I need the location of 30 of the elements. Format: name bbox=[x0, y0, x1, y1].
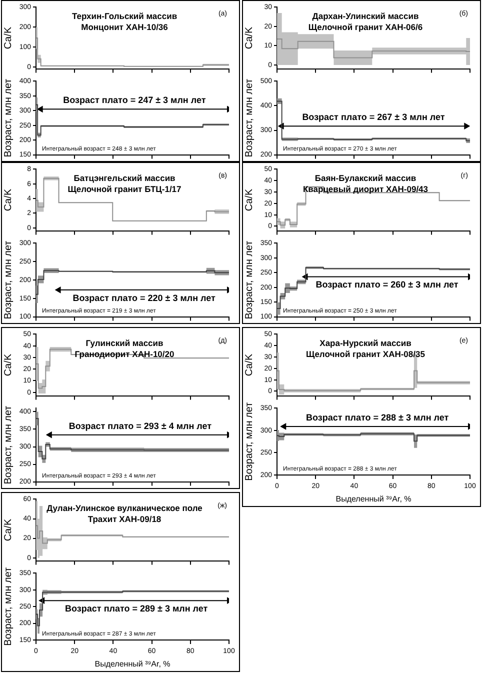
y-axis-title: Ca/K bbox=[244, 354, 255, 376]
annotation: Возраст плато = 260 ± 3 млн лет bbox=[316, 280, 459, 290]
annotation: Возраст плато = 220 ± 3 млн лет bbox=[72, 292, 216, 303]
annotation: Возраст плато = 293 ± 4 млн лет bbox=[68, 420, 212, 431]
y-axis-title: Возраст, млн лет bbox=[2, 566, 14, 646]
annotation: Возраст плато = 288 ± 3 млн лет bbox=[306, 412, 450, 422]
text: Хара-Нурский массив Щелочной гранит ХАН-08/35 bbox=[306, 338, 426, 359]
text: Дархан-Улинский массив Щелочной гранит ХАН-06/6 bbox=[308, 10, 423, 32]
annotation: Возраст плато = 267 ± 3 млн лет bbox=[302, 112, 446, 122]
y-axis-title: Возраст, млн лет bbox=[2, 78, 14, 158]
y-axis-title: Ca/K bbox=[2, 188, 14, 212]
y-axis-title: Ca/K bbox=[244, 26, 255, 50]
y-axis-title: Возраст, млн лет bbox=[244, 402, 255, 481]
y-axis-title: Возраст, млн лет bbox=[244, 78, 255, 158]
y-axis-title: Возраст, млн лет bbox=[2, 405, 14, 484]
y-axis-title: Ca/K bbox=[244, 188, 255, 212]
y-axis-title: Ca/K bbox=[2, 26, 14, 50]
text: Баян-Булакский массив Кварцевый диорит ХАН-09/43 bbox=[302, 172, 428, 194]
text: Терхин-Гольский массив Монцонит ХАН-10/36 bbox=[72, 10, 178, 32]
text: Батцэнгельский массив Щелочной гранит БТЦ-1/17 bbox=[68, 172, 182, 194]
text: Дулан-Улинское вулканическое поле Трахит ХАН-09/18 bbox=[46, 502, 203, 524]
text: Гулинский массив Гранодиорит ХАН-10/20 bbox=[74, 338, 174, 359]
y-axis-title: Возраст, млн лет bbox=[2, 240, 14, 320]
annotation: Возраст плато = 247 ± 3 млн лет bbox=[63, 95, 206, 106]
x-axis-title: Выделенный ³⁹Ar, % bbox=[336, 494, 412, 504]
annotation: Возраст плато = 289 ± 3 млн лет bbox=[65, 604, 208, 614]
y-axis-title: Ca/K bbox=[2, 354, 14, 376]
y-axis-title: Возраст, млн лет bbox=[244, 240, 255, 320]
x-axis-title: Выделенный ³⁹Ar, % bbox=[94, 659, 170, 668]
y-axis-title: Ca/K bbox=[2, 518, 14, 542]
